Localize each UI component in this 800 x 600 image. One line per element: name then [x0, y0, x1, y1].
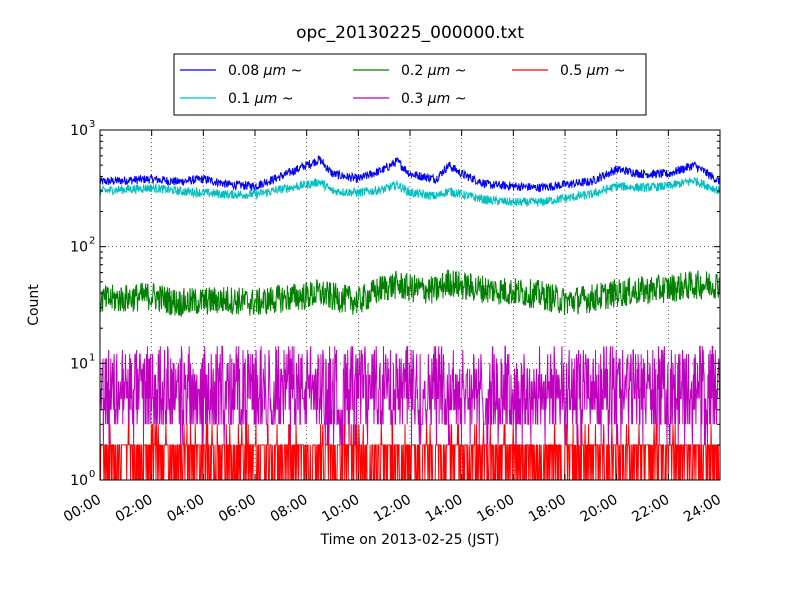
legend-tilde: ~	[450, 91, 466, 107]
y-tick-label: 10 3	[70, 119, 95, 139]
y-axis-label: Count	[26, 284, 42, 326]
chart-title: opc_20130225_000000.txt	[296, 23, 524, 43]
legend: 0.08 μm ~0.1 μm ~0.2 μm ~0.3 μm ~0.5 μm …	[173, 53, 647, 116]
x-tick-label: 12:00	[371, 492, 414, 526]
x-tick-label: 04:00	[164, 492, 207, 526]
y-tick-base: 10	[70, 123, 88, 139]
series-line-4	[100, 423, 720, 480]
y-tick-base: 10	[70, 473, 88, 489]
legend-label: 0.3 μm ~	[401, 91, 466, 107]
y-tick-base: 10	[70, 240, 88, 256]
y-tick-exponent: 2	[89, 236, 95, 247]
legend-entry: 0.3 μm ~	[353, 91, 466, 107]
series-layer	[100, 155, 720, 480]
x-tick-labels: 00:00 02:00 04:00 06:00 08:00 10:00 12:00 14:00…	[61, 492, 724, 526]
legend-unit: μm	[263, 63, 287, 79]
legend-size: 0.5	[560, 63, 587, 79]
y-tick-label: 10 2	[70, 236, 95, 256]
y-tick-label: 10 0	[70, 469, 95, 489]
legend-unit: μm	[254, 91, 278, 107]
x-tick-label: 00:00	[61, 492, 104, 526]
legend-tilde: ~	[609, 63, 625, 79]
y-tick-label: 10 1	[70, 352, 95, 372]
x-tick-label: 16:00	[474, 492, 517, 526]
legend-unit: μm	[586, 63, 610, 79]
series-line-2	[100, 269, 720, 317]
ticks	[99, 129, 721, 481]
legend-label: 0.5 μm ~	[560, 63, 625, 79]
x-tick-label: 20:00	[578, 492, 621, 526]
x-tick-label: 18:00	[526, 492, 569, 526]
legend-size: 0.1	[228, 91, 255, 107]
x-tick-label: 24:00	[681, 492, 724, 526]
x-tick-label: 02:00	[113, 492, 156, 526]
legend-entry: 0.08 μm ~	[180, 63, 302, 79]
series-line-1	[100, 177, 720, 207]
legend-size: 0.2	[401, 63, 428, 79]
legend-entry: 0.5 μm ~	[512, 63, 625, 79]
y-tick-exponent: 0	[89, 469, 95, 480]
legend-tilde: ~	[277, 91, 293, 107]
legend-unit: μm	[427, 91, 451, 107]
legend-size: 0.08	[228, 63, 264, 79]
x-tick-label: 14:00	[423, 492, 466, 526]
x-tick-label: 08:00	[268, 492, 311, 526]
x-axis-label: Time on 2013-02-25 (JST)	[320, 532, 500, 548]
legend-label: 0.2 μm ~	[401, 63, 466, 79]
legend-size: 0.3	[401, 91, 428, 107]
legend-label: 0.08 μm ~	[228, 63, 302, 79]
legend-unit: μm	[427, 63, 451, 79]
legend-label: 0.1 μm ~	[228, 91, 293, 107]
x-tick-label: 06:00	[216, 492, 259, 526]
legend-entry: 0.2 μm ~	[353, 63, 466, 79]
series-line-3	[100, 345, 720, 446]
x-tick-label: 10:00	[319, 492, 362, 526]
legend-frame	[173, 53, 647, 116]
x-tick-label: 22:00	[629, 492, 672, 526]
y-tick-exponent: 3	[89, 119, 95, 130]
series-line-0	[100, 155, 720, 193]
legend-tilde: ~	[450, 63, 466, 79]
y-tick-base: 10	[70, 356, 88, 372]
legend-entry: 0.1 μm ~	[180, 91, 293, 107]
y-tick-exponent: 1	[89, 352, 95, 363]
legend-tilde: ~	[286, 63, 302, 79]
